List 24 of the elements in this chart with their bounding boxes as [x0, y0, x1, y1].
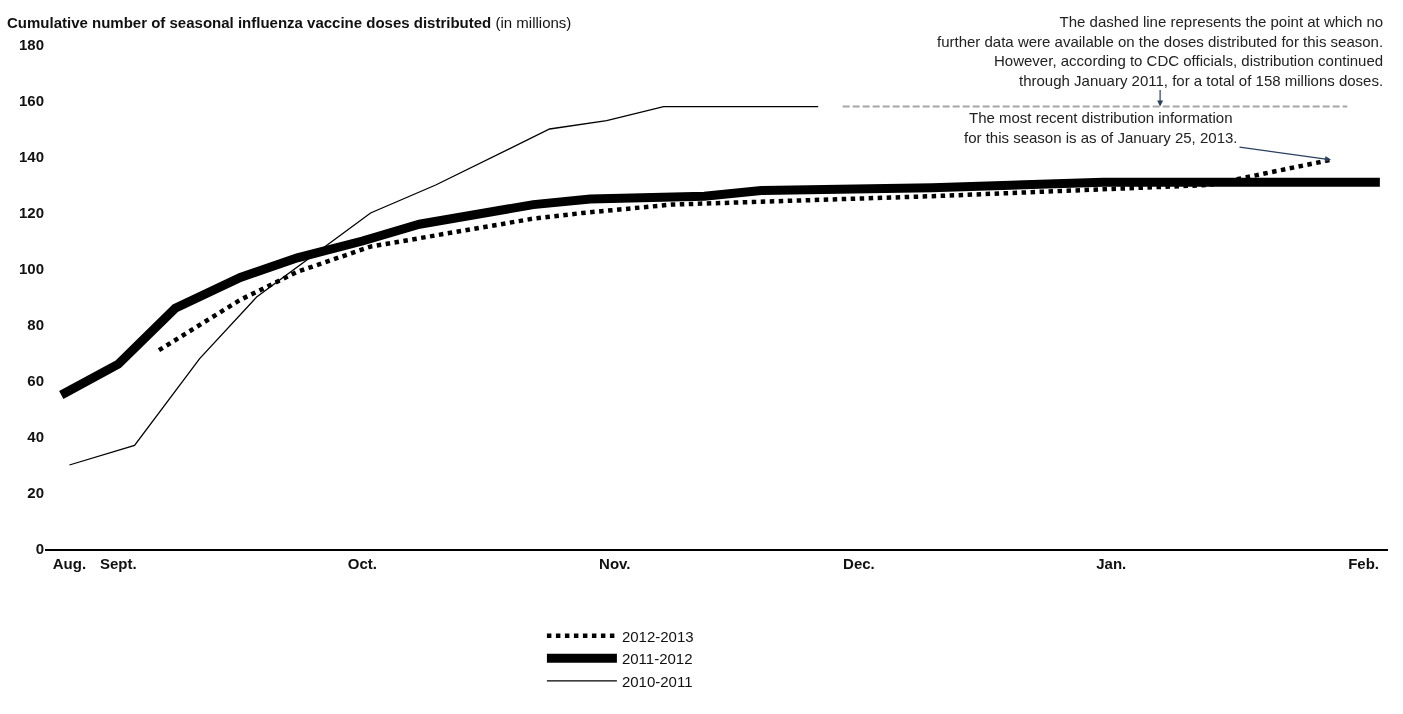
legend-label: 2012-2013 — [621, 627, 694, 645]
annotation: The dashed line represents the point at which no further data were available on the doses distributed for this season. However, according to CDC officials, distribution continued through January 2011, for a total of 158 millions doses. — [937, 13, 1384, 89]
chart-title: Cumulative number of seasonal influenza vaccine doses distributed — [7, 14, 492, 32]
y-tick-label: 40 — [27, 428, 44, 446]
y-tick-label: 180 — [18, 36, 44, 54]
x-tick-label: Sept. — [99, 555, 137, 572]
legend-label: 2011-2012 — [621, 650, 693, 668]
y-tick-label: 60 — [27, 372, 44, 390]
legend-label: 2010-2011 — [621, 672, 693, 690]
x-tick-label: Feb. — [1348, 555, 1379, 572]
y-tick-label: 140 — [18, 148, 44, 166]
chart-subtitle: (in millions) — [495, 14, 572, 32]
x-tick-label: Nov. — [599, 555, 631, 572]
x-tick-label: Dec. — [843, 555, 875, 572]
annotation: The most recent distribution information for this season is as of January 25, 2013. — [964, 109, 1238, 146]
y-tick-label: 80 — [27, 316, 44, 334]
y-tick-label: 120 — [18, 204, 44, 222]
y-tick-label: 20 — [27, 484, 44, 502]
x-tick-label: Jan. — [1096, 555, 1127, 572]
x-tick-label: Aug. — [52, 555, 87, 572]
y-tick-label: 0 — [35, 540, 44, 558]
x-tick-label: Oct. — [347, 555, 378, 572]
y-tick-label: 100 — [18, 260, 44, 278]
y-tick-label: 160 — [18, 92, 44, 110]
